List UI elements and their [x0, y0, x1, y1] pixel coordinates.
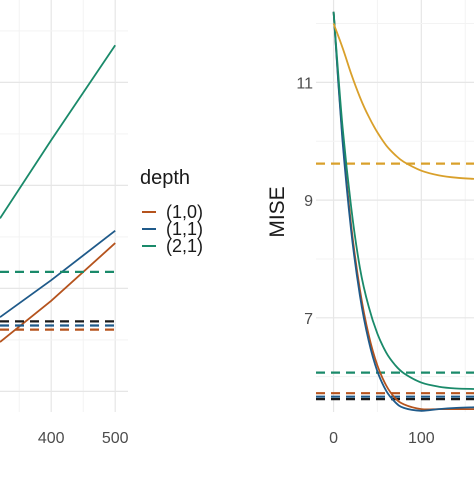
left-series-(1,1)-line: [0, 229, 116, 318]
legend: depth (1,0)(1,1)(2,1): [140, 167, 203, 256]
axis-ticks: 400 500 0 100 7 9 11: [38, 75, 435, 447]
legend-label: (2,1): [166, 236, 203, 256]
right-series-(2,1)-line: [332, 11, 474, 390]
right-y-tick-label: 11: [296, 75, 313, 92]
right-y-tick-label: 9: [304, 193, 313, 210]
y-axis-title: MISE: [266, 186, 289, 237]
right-y-tick-label: 7: [304, 311, 313, 328]
right-x-tick-label: 100: [408, 430, 435, 447]
left-series-(1,0)-line: [0, 242, 116, 343]
right-x-tick-label: 0: [329, 430, 338, 447]
right-series-(1,0)-line: [332, 11, 474, 411]
legend-label: (1,0): [166, 202, 203, 222]
right-series-extra-line: [332, 23, 474, 180]
left-x-tick-label: 500: [102, 430, 129, 447]
left-panel-lines: [0, 44, 116, 343]
legend-title: depth: [140, 167, 190, 189]
right-panel-lines: [316, 11, 474, 412]
left-x-tick-label: 400: [38, 430, 65, 447]
left-series-(2,1)-line: [0, 44, 116, 219]
left-panel-grid: [0, 0, 128, 412]
right-series-(1,1)-line: [332, 11, 474, 412]
right-panel-grid: [316, 0, 474, 412]
legend-label: (1,1): [166, 219, 203, 239]
